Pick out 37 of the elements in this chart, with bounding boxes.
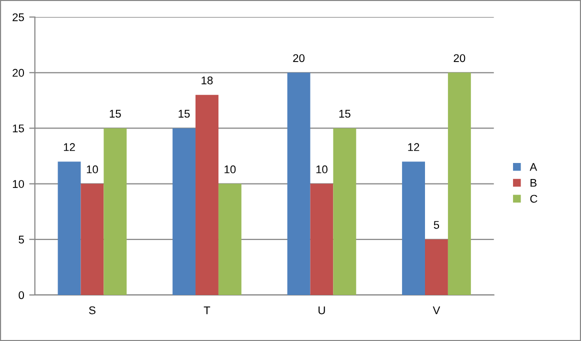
data-label: 12 (408, 143, 420, 151)
bar (402, 162, 425, 295)
legend-label: A (530, 163, 538, 171)
data-label: 5 (434, 221, 440, 229)
data-label: 10 (86, 165, 98, 174)
legend-label: B (530, 179, 537, 187)
data-label: 12 (64, 143, 75, 151)
y-tick-label: 20 (12, 68, 24, 77)
x-tick-label: S (89, 306, 96, 314)
data-label: 20 (454, 54, 466, 62)
x-tick-label: V (432, 306, 440, 314)
data-label: 15 (339, 110, 350, 118)
bar (172, 128, 196, 295)
y-tick-label: 25 (12, 13, 24, 22)
data-label: 15 (178, 110, 190, 118)
x-tick-label: T (204, 306, 210, 314)
bar (104, 128, 127, 295)
bar (448, 72, 471, 295)
y-tick-label: 5 (18, 236, 24, 244)
x-tick-label: U (318, 306, 325, 314)
bar (333, 128, 356, 295)
bar (58, 162, 81, 295)
legend-label: C (530, 194, 538, 203)
data-label: 15 (110, 110, 121, 118)
data-label: 20 (293, 54, 305, 62)
bar (310, 184, 334, 295)
bar (425, 239, 448, 295)
bar (218, 184, 242, 295)
bar (287, 72, 310, 295)
y-tick-label: 10 (12, 180, 24, 188)
bar (80, 184, 104, 295)
y-tick-label: 15 (12, 124, 24, 132)
bar (196, 94, 218, 295)
data-label: 10 (316, 165, 328, 174)
data-label: 10 (224, 165, 236, 174)
data-label: 18 (202, 76, 213, 84)
y-tick-label: 0 (18, 291, 24, 300)
